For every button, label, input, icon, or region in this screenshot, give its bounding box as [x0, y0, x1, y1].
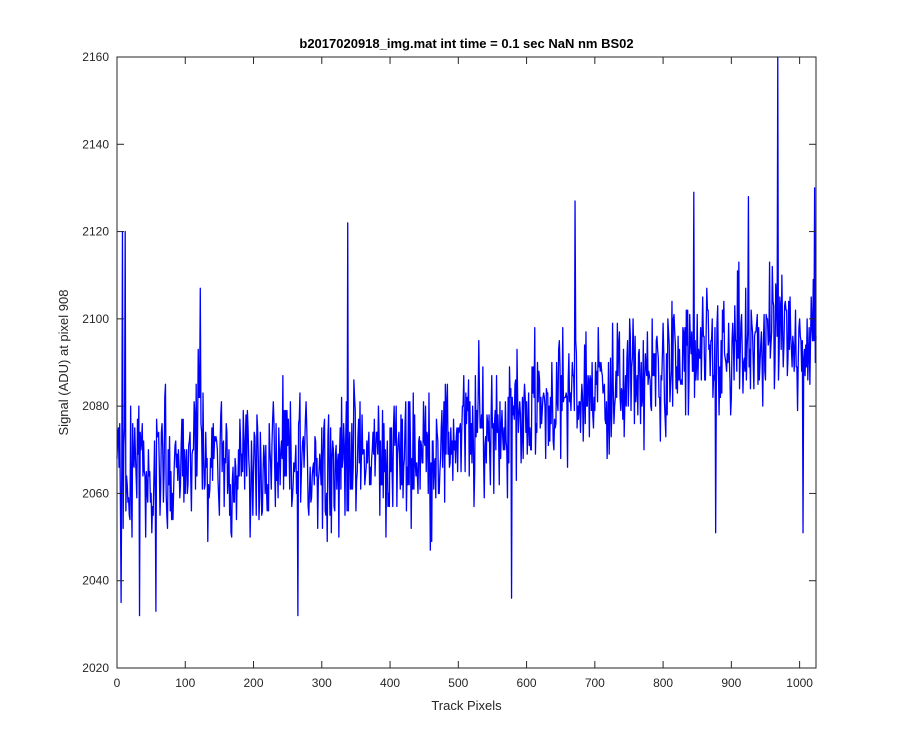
x-tick-label: 0	[114, 676, 121, 690]
chart-title: b2017020918_img.mat int time = 0.1 sec N…	[299, 36, 633, 51]
y-tick-label: 2060	[82, 486, 109, 500]
x-tick-label: 100	[175, 676, 195, 690]
series-line	[116, 56, 817, 617]
x-tick-label: 600	[517, 676, 537, 690]
y-tick-label: 2160	[82, 50, 109, 64]
y-tick-label: 2020	[82, 661, 109, 675]
x-tick-label: 400	[380, 676, 400, 690]
x-tick-label: 200	[244, 676, 264, 690]
y-axis-label: Signal (ADU) at pixel 908	[56, 290, 71, 436]
axes-box	[116, 56, 817, 669]
x-tick-label: 500	[448, 676, 468, 690]
x-tick-label: 1000	[786, 676, 813, 690]
x-tick-label: 900	[721, 676, 741, 690]
x-axis-label: Track Pixels	[431, 698, 502, 713]
y-tick-label: 2100	[82, 312, 109, 326]
x-tick-label: 800	[653, 676, 673, 690]
plot-area	[117, 57, 816, 668]
y-tick-label: 2120	[82, 225, 109, 239]
y-tick-label: 2080	[82, 399, 109, 413]
y-tick-label: 2140	[82, 137, 109, 151]
x-tick-label: 700	[585, 676, 605, 690]
y-tick-label: 2040	[82, 574, 109, 588]
x-tick-label: 300	[312, 676, 332, 690]
